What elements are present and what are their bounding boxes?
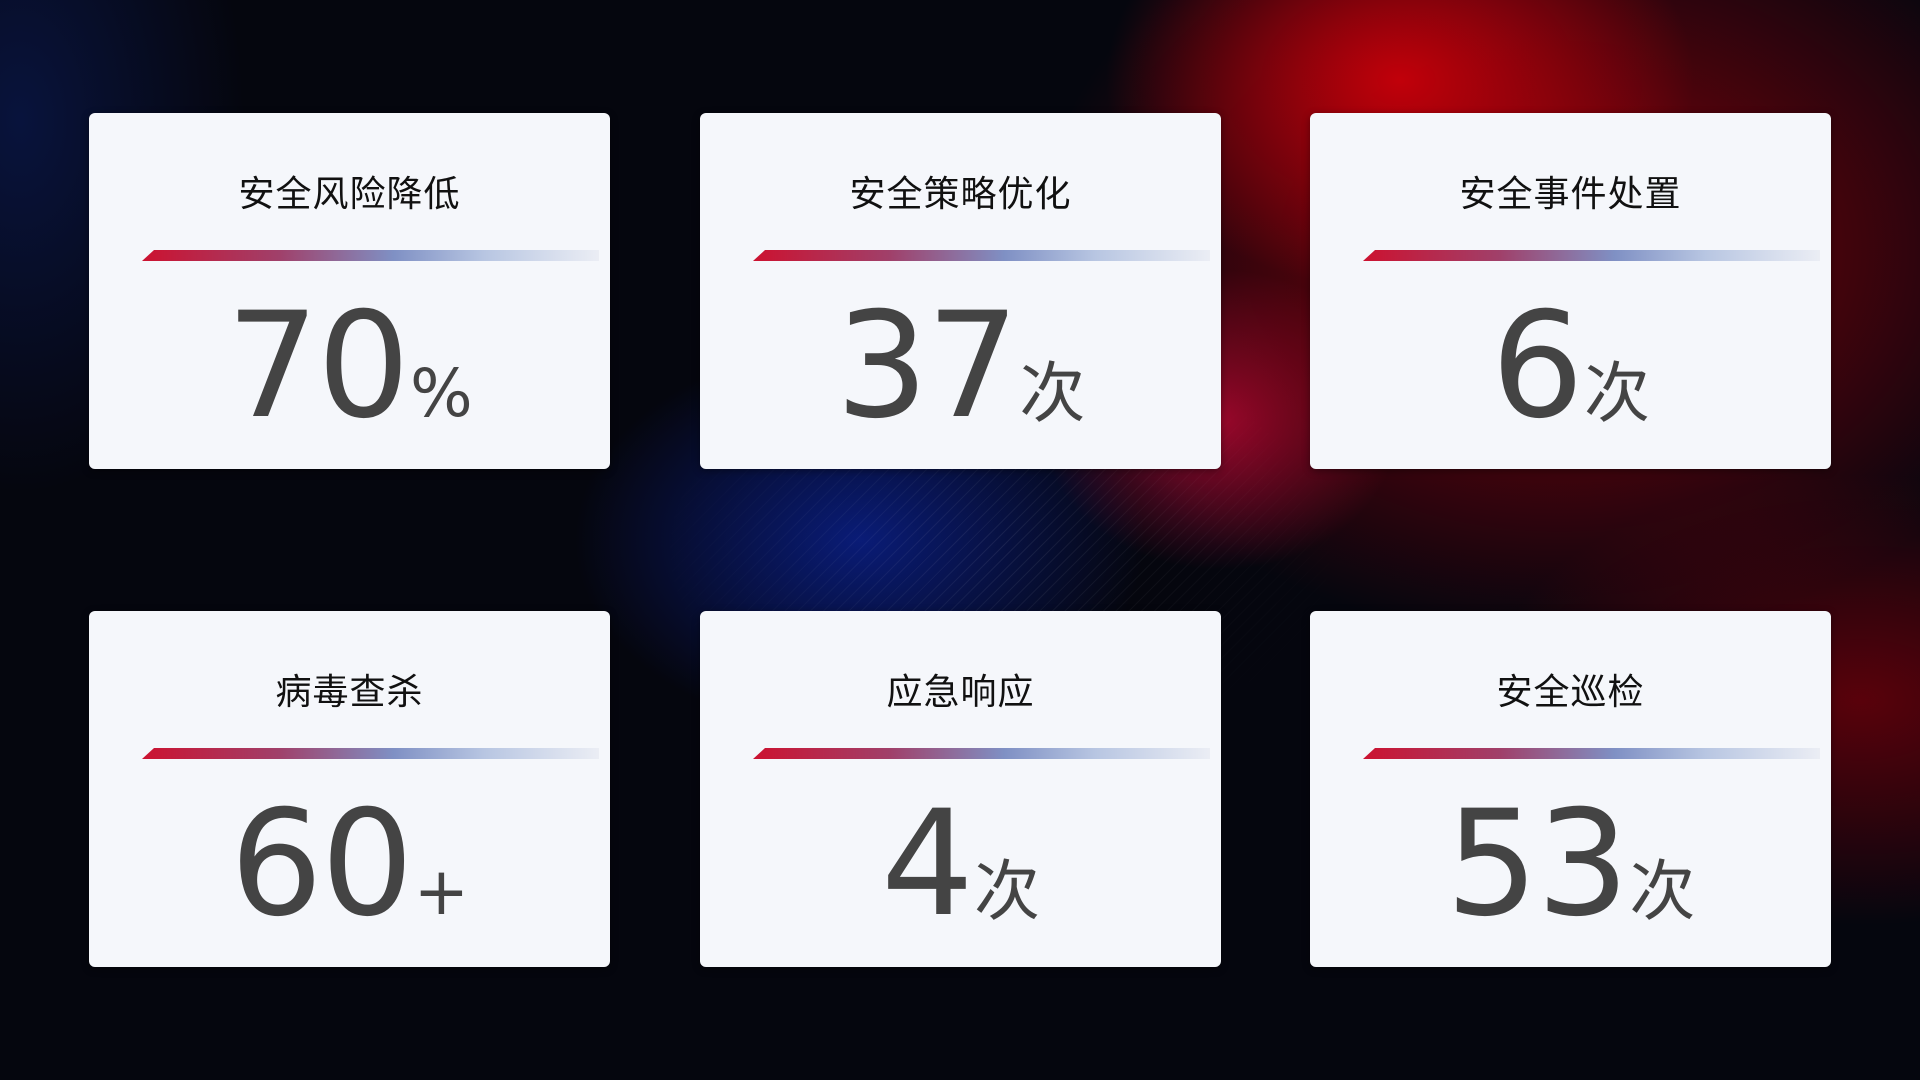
value-unit: 次 <box>973 853 1040 930</box>
gradient-divider <box>142 250 599 261</box>
value-unit: + <box>413 853 470 930</box>
stat-card-emergency-response: 应急响应 4次 <box>700 611 1221 967</box>
gradient-divider <box>753 748 1210 759</box>
card-title: 安全策略优化 <box>849 174 1072 215</box>
stat-card-risk-reduction: 安全风险降低 70% <box>89 113 610 469</box>
card-title: 安全事件处置 <box>1459 174 1682 215</box>
stat-card-virus-removal: 病毒查杀 60+ <box>89 611 610 967</box>
value-number: 4 <box>881 779 974 949</box>
value-number: 70 <box>226 281 410 451</box>
value-number: 60 <box>229 779 414 949</box>
gradient-divider <box>1363 250 1820 261</box>
stat-card-policy-optimization: 安全策略优化 37次 <box>700 113 1221 469</box>
card-value: 70% <box>89 281 610 451</box>
value-unit: % <box>410 355 473 432</box>
card-value: 4次 <box>700 779 1221 949</box>
gradient-divider <box>1363 748 1820 759</box>
value-number: 37 <box>835 281 1020 451</box>
stat-card-incident-handling: 安全事件处置 6次 <box>1310 113 1831 469</box>
gradient-divider <box>753 250 1210 261</box>
gradient-divider <box>142 748 599 759</box>
card-title: 安全巡检 <box>1496 672 1645 713</box>
stat-card-security-patrol: 安全巡检 53次 <box>1310 611 1831 967</box>
value-unit: 次 <box>1019 355 1086 432</box>
card-value: 53次 <box>1310 779 1831 949</box>
value-unit: 次 <box>1629 853 1696 930</box>
value-number: 53 <box>1445 779 1630 949</box>
card-value: 37次 <box>700 281 1221 451</box>
card-title: 安全风险降低 <box>238 174 461 215</box>
card-title: 应急响应 <box>886 672 1035 713</box>
value-unit: 次 <box>1583 355 1650 432</box>
card-value: 60+ <box>89 779 610 949</box>
card-value: 6次 <box>1310 281 1831 451</box>
value-number: 6 <box>1491 281 1584 451</box>
card-title: 病毒查杀 <box>275 672 424 713</box>
